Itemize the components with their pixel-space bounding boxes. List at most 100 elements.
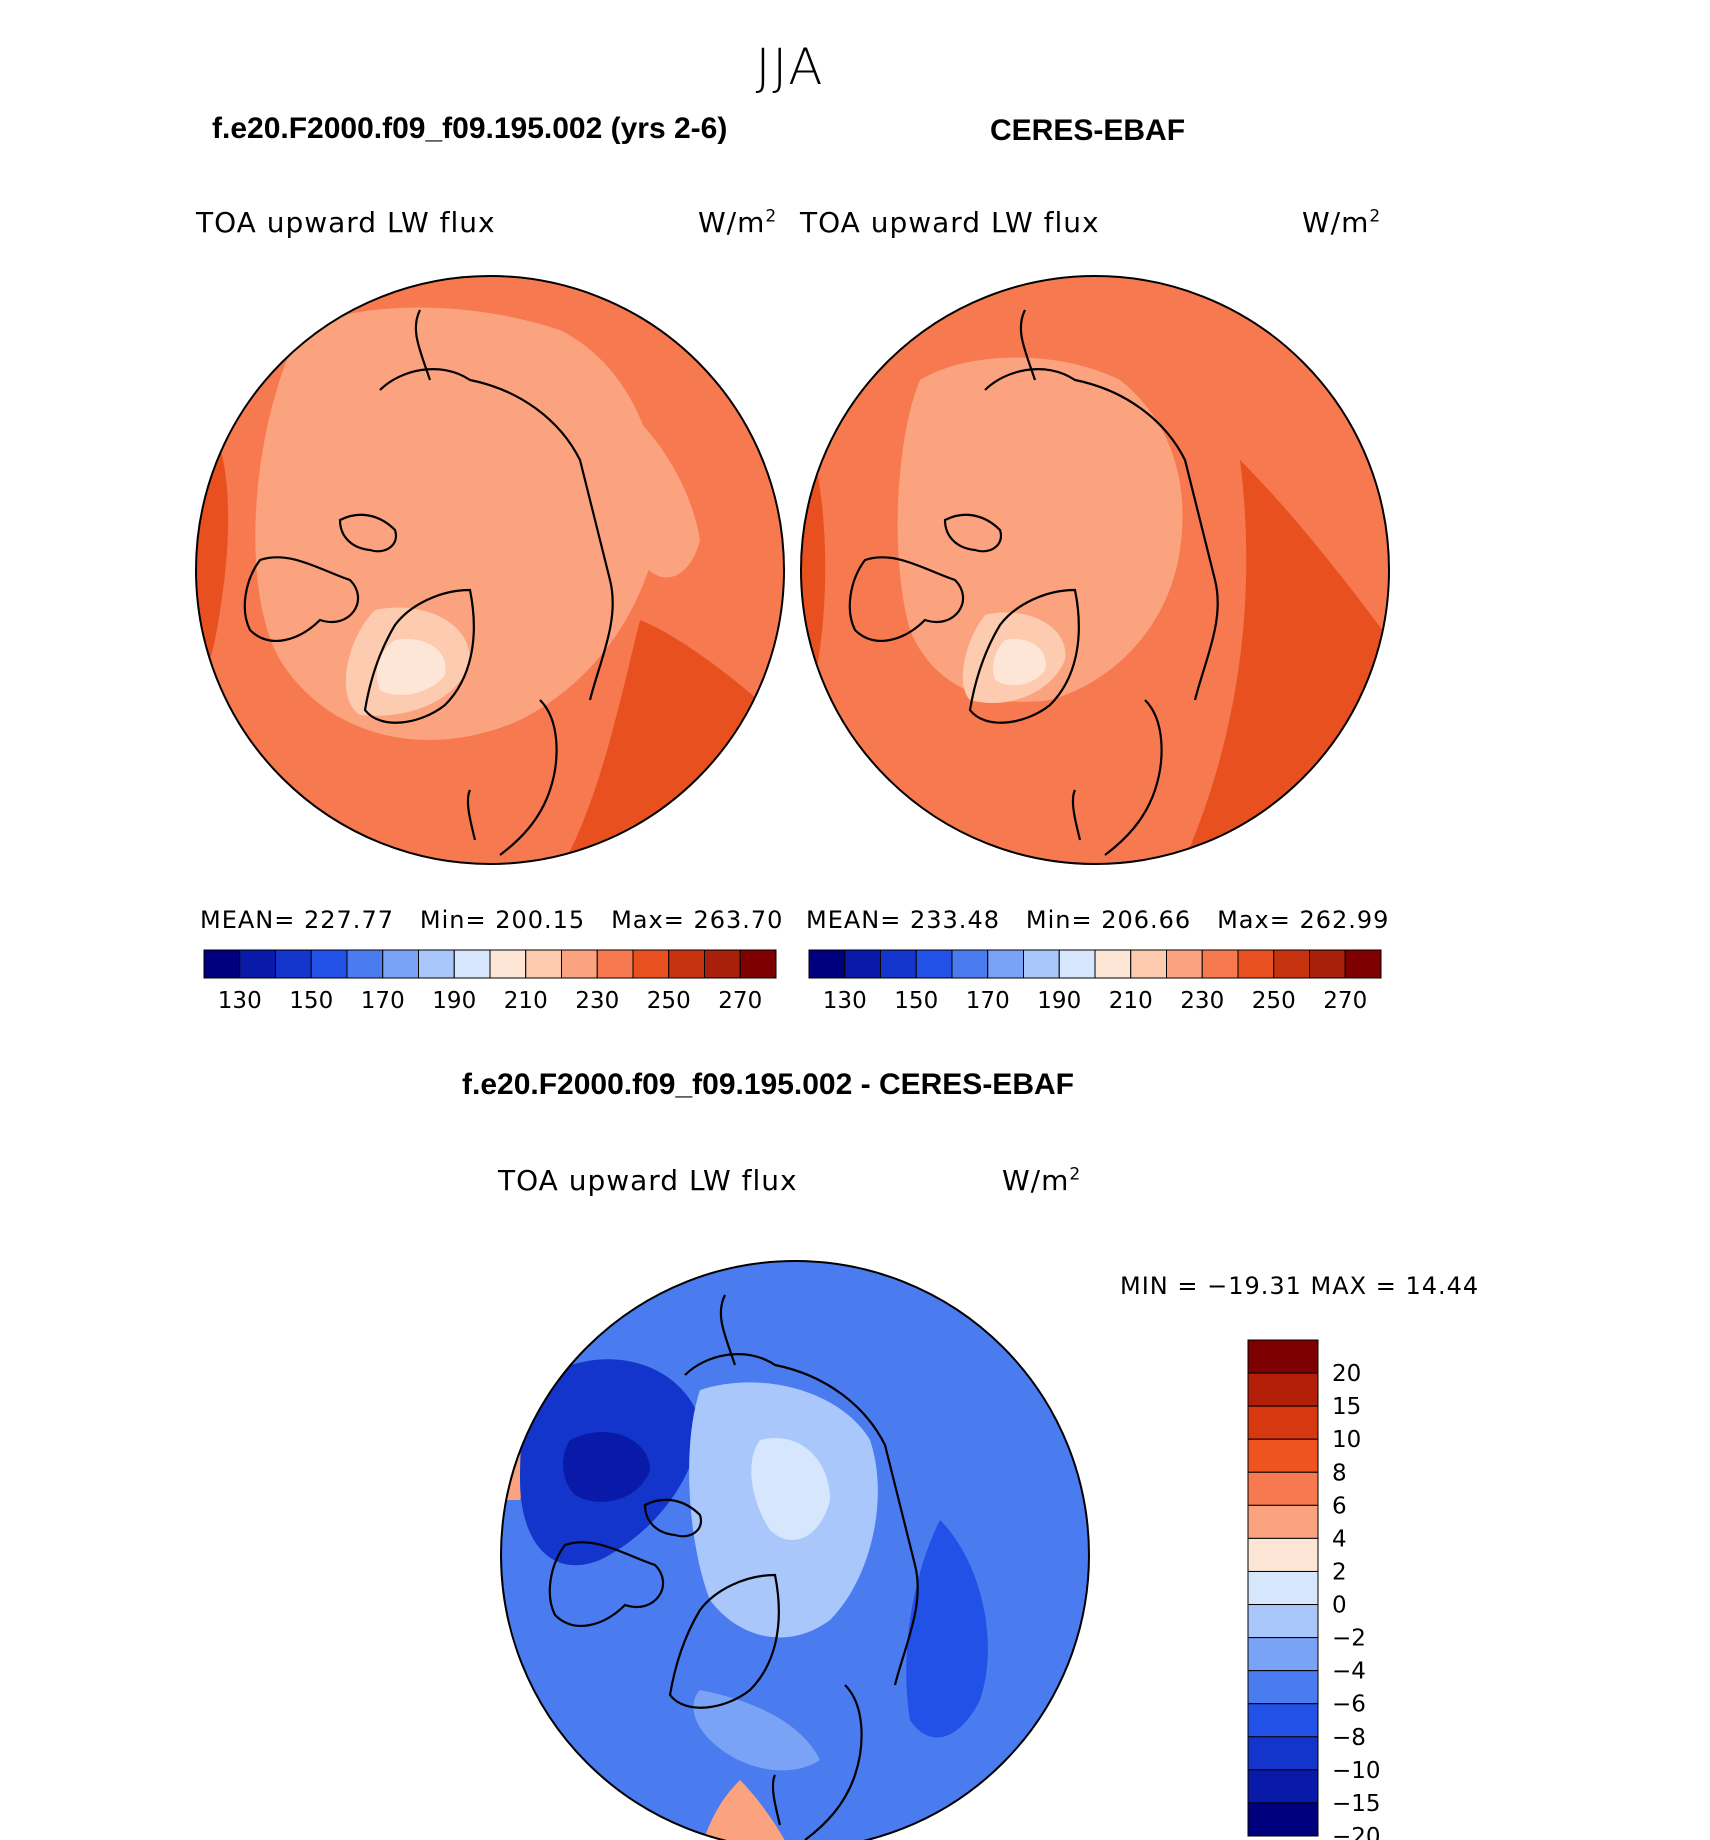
colorbar-tick-label: 230 [1180, 988, 1224, 1014]
colorbar-tick-label: −20 [1332, 1824, 1381, 1840]
canada-coastline [848, 556, 965, 642]
colorbar-box [1201, 949, 1239, 979]
colorbar-box [987, 949, 1024, 979]
colorbar-box [844, 949, 881, 979]
map-diff-near-zero-arctic [751, 1438, 830, 1540]
map-model-greenland-core [376, 639, 446, 695]
colorbar-model: 130 150 170 190 210 230 250 270 [203, 949, 777, 1014]
colorbar-box [239, 949, 276, 979]
colorbar-box [1247, 1471, 1319, 1506]
colorbar-box [418, 949, 455, 979]
left-panel-title: f.e20.F2000.f09_f09.195.002 (yrs 2-6) [212, 112, 728, 145]
colorbar-tick-label: 130 [823, 988, 867, 1014]
greenland-coastline [363, 588, 475, 724]
colorbar-box [1247, 1802, 1319, 1837]
colorbar-box [346, 949, 384, 979]
colorbar-box [310, 949, 348, 979]
scandinavia-coastline [499, 699, 558, 856]
right-panel-title: CERES-EBAF [990, 114, 1186, 147]
left-units-label: W/m2 [698, 206, 778, 239]
colorbar-tick-label: 170 [361, 988, 405, 1014]
colorbar-tick-label: 190 [432, 988, 476, 1014]
map-diff-warm-south [700, 1780, 790, 1840]
colorbar-box [1247, 1405, 1319, 1440]
alaska-coastline [1019, 309, 1037, 381]
canada-coastline [243, 556, 360, 642]
colorbar-tick-label: 170 [966, 988, 1010, 1014]
siberia-coastline [984, 368, 1219, 701]
uk-coastline [771, 1774, 782, 1826]
colorbar-tick-label: 15 [1332, 1394, 1361, 1420]
colorbar-tick-label: 230 [575, 988, 619, 1014]
map-diff [501, 1261, 1089, 1840]
colorbar-box [525, 949, 562, 979]
siberia-coastline [684, 1353, 919, 1686]
colorbar-box [382, 949, 419, 979]
colorbar-box [951, 949, 989, 979]
colorbar-box [561, 949, 598, 979]
arctic-islands-coastline [338, 513, 398, 553]
alaska-coastline [719, 1294, 737, 1366]
map-diff-coldest-canada [563, 1431, 650, 1502]
colorbar-box [1309, 949, 1346, 979]
colorbar-tick-label: 210 [504, 988, 548, 1014]
colorbar-tick-label: −6 [1332, 1692, 1366, 1718]
colorbar-box [808, 949, 846, 979]
colorbar-box [1247, 1372, 1319, 1407]
colorbar-box [453, 949, 491, 979]
scandinavia-coastline [804, 1684, 863, 1840]
colorbar-tick-label: −4 [1332, 1659, 1366, 1685]
colorbar-box [1247, 1637, 1319, 1672]
colorbar-box [1237, 949, 1275, 979]
map-obs-greenland-core [993, 639, 1046, 686]
colorbar-box [1058, 949, 1096, 979]
right-variable-label: TOA upward LW flux [800, 206, 1100, 239]
colorbar-box [1247, 1537, 1319, 1572]
map-model [196, 276, 784, 864]
colorbar-tick-label: −2 [1332, 1626, 1366, 1652]
diff-panel-title: f.e20.F2000.f09_f09.195.002 - CERES-EBAF [462, 1068, 1074, 1101]
diff-units-label: W/m2 [1002, 1164, 1082, 1197]
colorbar-box [1247, 1570, 1319, 1606]
map-model-arctic-region [255, 307, 660, 740]
left-variable-label: TOA upward LW flux [196, 206, 496, 239]
colorbar-box [1094, 949, 1132, 979]
colorbar-box [1247, 1769, 1319, 1804]
colorbar-tick-label: 2 [1332, 1559, 1347, 1585]
map-obs-arctic-region [897, 357, 1183, 702]
colorbar-box [1344, 949, 1382, 979]
colorbar-tick-label: 6 [1332, 1493, 1347, 1519]
colorbar-tick-label: 150 [894, 988, 938, 1014]
colorbar-tick-label: 250 [1252, 988, 1296, 1014]
arctic-islands-coastline [643, 1498, 703, 1538]
colorbar-box [1247, 1736, 1319, 1771]
colorbar-tick-label: 150 [289, 988, 333, 1014]
alaska-coastline [414, 309, 432, 381]
colorbar-box [1247, 1504, 1319, 1539]
colorbar-tick-label: 270 [1323, 988, 1367, 1014]
colorbar-box [1023, 949, 1060, 979]
map-model-siberia-band [600, 390, 700, 578]
colorbar-box [203, 949, 241, 979]
colorbar-obs: 130 150 170 190 210 230 250 270 [808, 949, 1382, 1014]
map-model-border [195, 275, 785, 865]
colorbar-box [668, 949, 705, 979]
colorbar-box [739, 949, 777, 979]
colorbar-box [1247, 1703, 1319, 1738]
colorbar-tick-label: 210 [1109, 988, 1153, 1014]
map-diff-coastlines [548, 1294, 919, 1840]
colorbar-box [596, 949, 634, 979]
colorbar-tick-label: 130 [218, 988, 262, 1014]
colorbar-box [704, 949, 741, 979]
colorbar-tick-label: −15 [1332, 1791, 1381, 1817]
colorbar-box [1130, 949, 1167, 979]
colorbar-box [275, 949, 312, 979]
map-obs-border [800, 275, 1390, 865]
colorbar-box [632, 949, 670, 979]
scandinavia-coastline [1104, 699, 1163, 856]
uk-coastline [466, 789, 477, 841]
colorbar-box [915, 949, 953, 979]
colorbar-tick-label: −10 [1332, 1758, 1381, 1784]
